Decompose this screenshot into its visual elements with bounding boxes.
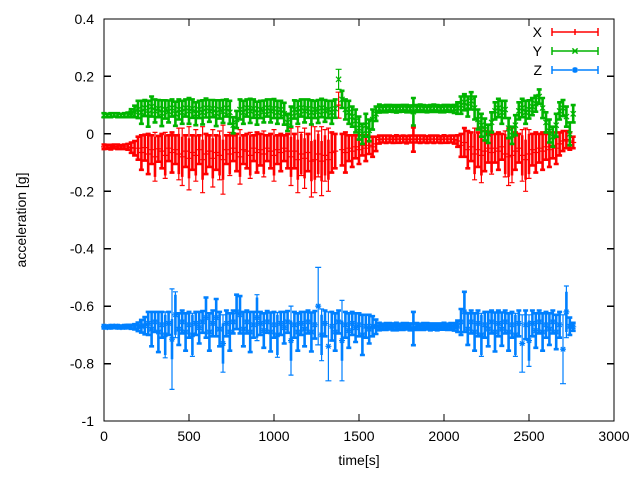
series-y-markers bbox=[100, 76, 577, 140]
plot-border bbox=[103, 18, 615, 422]
y-tick-label: -0.6 bbox=[70, 298, 94, 314]
legend-label-z: Z bbox=[533, 62, 542, 78]
y-tick-label: -0.2 bbox=[70, 183, 94, 199]
y-tick-label: 0.4 bbox=[75, 11, 95, 27]
series-x-markers bbox=[101, 102, 577, 165]
y-tick-label: -1 bbox=[82, 413, 95, 429]
y-axis-label: acceleration [g] bbox=[13, 173, 29, 268]
legend-sample-x-icon bbox=[551, 28, 599, 36]
y-tick-label: -0.8 bbox=[70, 356, 94, 372]
series-z-errorbars bbox=[101, 290, 576, 364]
y-tick-label: -0.4 bbox=[70, 241, 94, 257]
y-tick-label: 0.2 bbox=[75, 68, 95, 84]
x-axis-label: time[s] bbox=[338, 452, 379, 468]
series-z-markers bbox=[101, 303, 577, 353]
x-tick-label: 500 bbox=[177, 428, 201, 444]
legend-label-y: Y bbox=[533, 43, 543, 59]
x-tick-label: 1000 bbox=[258, 428, 289, 444]
x-tick-label: 2500 bbox=[513, 428, 544, 444]
x-tick-label: 3000 bbox=[598, 428, 629, 444]
legend-label-x: X bbox=[533, 24, 543, 40]
y-tick-label: 0 bbox=[86, 126, 94, 142]
legend-sample-z-icon bbox=[551, 66, 599, 74]
x-tick-label: 2000 bbox=[428, 428, 459, 444]
legend-sample-y-icon bbox=[551, 47, 599, 55]
axis-ticks bbox=[103, 18, 615, 422]
x-tick-label: 1500 bbox=[343, 428, 374, 444]
x-tick-label: 0 bbox=[100, 428, 108, 444]
